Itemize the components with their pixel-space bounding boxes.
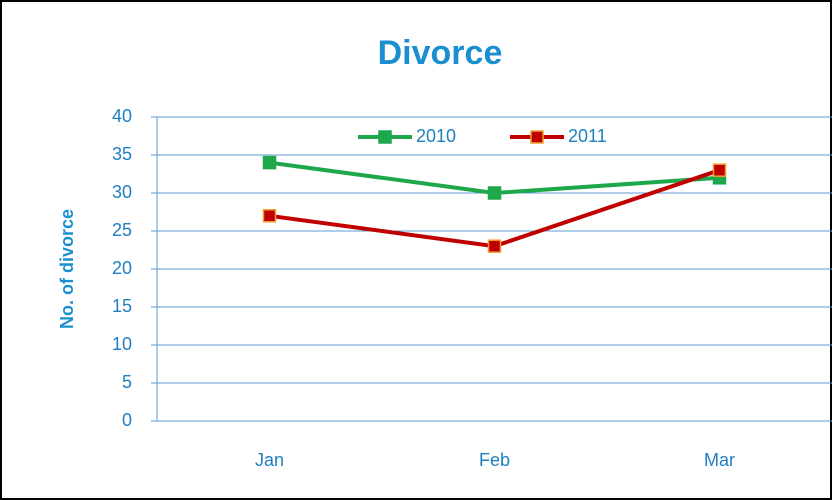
y-tick-label: 0: [122, 410, 132, 430]
y-tick-label: 15: [112, 296, 132, 316]
legend-label: 2010: [416, 126, 456, 146]
y-tick-label: 35: [112, 144, 132, 164]
x-tick-label: Feb: [479, 450, 510, 470]
legend-marker: [530, 130, 544, 144]
y-axis-label: No. of divorce: [57, 209, 77, 329]
data-point: [262, 209, 277, 223]
data-point: [487, 186, 502, 200]
legend-label: 2011: [568, 126, 607, 146]
y-tick-label: 20: [112, 258, 132, 278]
legend-marker: [378, 130, 392, 144]
data-point: [487, 239, 502, 253]
x-tick-label: Jan: [255, 450, 284, 470]
y-tick-label: 25: [112, 220, 132, 240]
data-point: [712, 163, 727, 177]
y-tick-label: 5: [122, 372, 132, 392]
chart-title: Divorce: [378, 34, 503, 72]
y-tick-label: 30: [112, 182, 132, 202]
y-tick-label: 10: [112, 334, 132, 354]
y-tick-label: 40: [112, 106, 132, 126]
x-tick-label: Mar: [704, 450, 735, 470]
data-point: [262, 155, 277, 170]
